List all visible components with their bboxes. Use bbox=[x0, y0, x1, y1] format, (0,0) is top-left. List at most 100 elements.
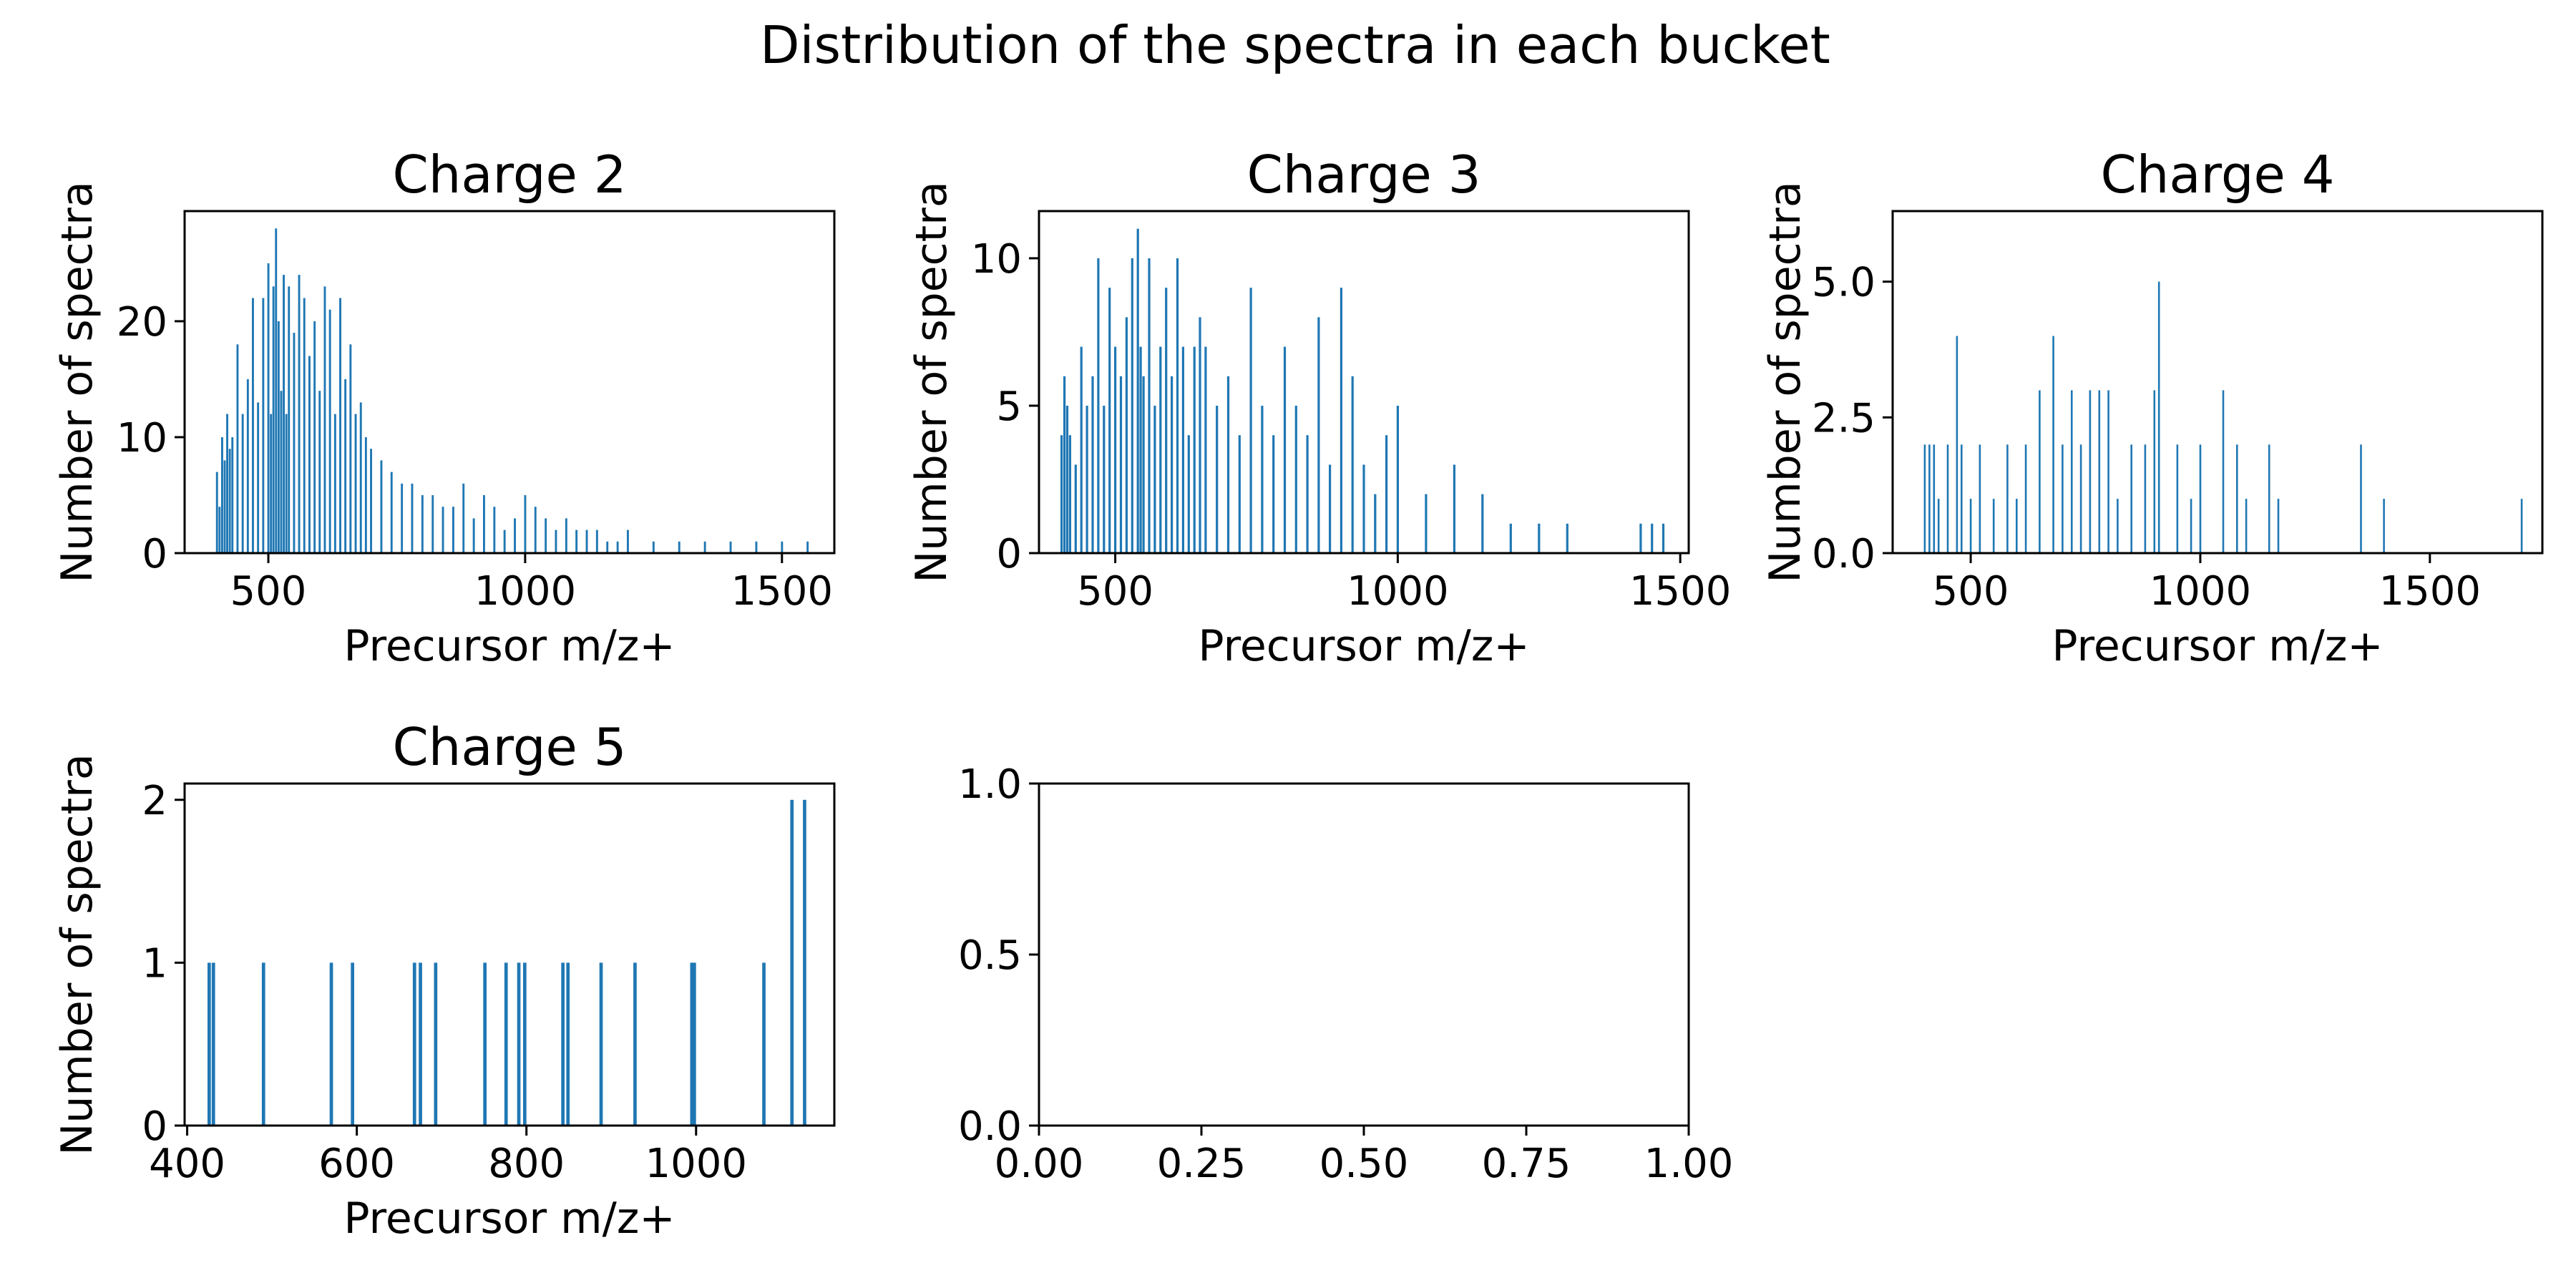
bar bbox=[2157, 281, 2160, 553]
bar bbox=[283, 275, 285, 553]
bar bbox=[514, 518, 516, 553]
bar bbox=[401, 483, 404, 553]
bar bbox=[1226, 376, 1230, 553]
bar bbox=[1139, 346, 1142, 553]
bar bbox=[434, 962, 438, 1126]
bar bbox=[1249, 288, 1252, 553]
bar bbox=[599, 962, 603, 1126]
bar bbox=[333, 414, 336, 553]
bar bbox=[633, 962, 637, 1126]
bar bbox=[412, 962, 416, 1126]
y-axis-label: Number of spectra bbox=[1760, 181, 1810, 582]
y-axis-label: Number of spectra bbox=[907, 181, 957, 582]
bar bbox=[1171, 376, 1174, 553]
bar bbox=[1108, 288, 1111, 553]
bar bbox=[390, 472, 393, 553]
bar bbox=[2520, 499, 2523, 553]
bar bbox=[236, 344, 239, 553]
bar bbox=[280, 391, 283, 553]
bar bbox=[1125, 317, 1128, 553]
x-tick-label: 0.25 bbox=[1157, 1141, 1246, 1187]
bar bbox=[1136, 228, 1139, 553]
bar bbox=[565, 518, 567, 553]
bar bbox=[523, 962, 527, 1126]
y-tick-label: 2 bbox=[142, 778, 167, 824]
bar bbox=[2062, 444, 2064, 553]
subplot-title: Charge 4 bbox=[2100, 145, 2334, 205]
bar bbox=[1956, 336, 1958, 553]
bar bbox=[1159, 346, 1162, 553]
bar bbox=[349, 344, 352, 553]
x-axis-label: Precursor m/z+ bbox=[2051, 621, 2383, 671]
bar bbox=[380, 460, 383, 553]
bar bbox=[1509, 523, 1512, 553]
bar bbox=[2190, 499, 2192, 553]
bar bbox=[2039, 390, 2041, 553]
bar bbox=[2144, 444, 2147, 553]
bar bbox=[298, 275, 301, 553]
bar bbox=[252, 298, 254, 553]
bar bbox=[1181, 346, 1184, 553]
x-tick-label: 800 bbox=[488, 1141, 565, 1187]
bar bbox=[755, 541, 758, 553]
bar bbox=[1080, 346, 1083, 553]
bar bbox=[2176, 444, 2179, 553]
x-axis-label: Precursor m/z+ bbox=[343, 1194, 675, 1244]
bar bbox=[2052, 336, 2054, 553]
x-tick-label: 1500 bbox=[1629, 568, 1732, 615]
x-axis-label: Precursor m/z+ bbox=[343, 621, 675, 671]
axes-frame bbox=[1038, 210, 1690, 555]
bar bbox=[1969, 499, 1972, 553]
bar bbox=[2107, 390, 2109, 553]
bar bbox=[1204, 346, 1207, 553]
bar bbox=[411, 483, 414, 553]
bar bbox=[354, 414, 357, 553]
bar bbox=[1385, 435, 1388, 553]
y-tick-label: 10 bbox=[117, 415, 167, 462]
y-tick-label: 0.0 bbox=[1812, 531, 1875, 577]
bar bbox=[2117, 499, 2119, 553]
bar bbox=[2236, 444, 2238, 553]
subplot-3: 500 1000 1500 0.0 2.5 5.0 Charge 4 Precursor m/… bbox=[1760, 145, 2544, 671]
subplot-1: 500 1000 1500 0 10 20 Charge 2 Precursor m/z+ Nu… bbox=[52, 145, 836, 671]
axes-frame bbox=[1038, 782, 1690, 1127]
bar bbox=[211, 962, 215, 1126]
bar bbox=[421, 495, 424, 553]
bar bbox=[2199, 444, 2202, 553]
bar bbox=[472, 518, 475, 553]
bar bbox=[1329, 464, 1332, 553]
axes-frame bbox=[183, 210, 836, 555]
y-axis-label: Number of spectra bbox=[52, 753, 102, 1155]
bar bbox=[2268, 444, 2270, 553]
y-tick-label: 0 bbox=[142, 1103, 167, 1150]
axes-frame bbox=[1891, 210, 2544, 555]
bar bbox=[2098, 390, 2101, 553]
bar bbox=[1979, 444, 1981, 553]
bar bbox=[762, 962, 766, 1126]
bar bbox=[329, 962, 333, 1126]
bar bbox=[1340, 288, 1342, 553]
bar bbox=[2222, 390, 2225, 553]
y-tick-label: 0 bbox=[142, 531, 167, 577]
bar bbox=[1538, 523, 1541, 553]
bar bbox=[1091, 376, 1094, 553]
subplot-title: Charge 5 bbox=[392, 717, 626, 777]
bar bbox=[462, 483, 465, 553]
y-tick-label: 0.0 bbox=[958, 1103, 1022, 1150]
x-tick-label: 1000 bbox=[474, 568, 577, 615]
bar bbox=[308, 356, 311, 553]
bar bbox=[262, 298, 265, 553]
figure-title: Distribution of the spectra in each buck… bbox=[760, 15, 1830, 75]
bar bbox=[221, 437, 223, 553]
x-tick-label: 1000 bbox=[2150, 568, 2252, 615]
bar bbox=[231, 437, 234, 553]
bar bbox=[1199, 317, 1201, 553]
y-tick-label: 2.5 bbox=[1812, 395, 1875, 441]
y-tick-label: 5.0 bbox=[1812, 260, 1875, 306]
bar bbox=[790, 799, 794, 1126]
bar bbox=[293, 333, 296, 553]
bar bbox=[267, 263, 270, 553]
bar bbox=[1085, 406, 1088, 553]
x-tick-label: 500 bbox=[1933, 568, 2009, 615]
subplot-4: 400 600 800 1000 0 1 2 Charge 5 Precursor m/z+ Nu… bbox=[52, 717, 836, 1244]
